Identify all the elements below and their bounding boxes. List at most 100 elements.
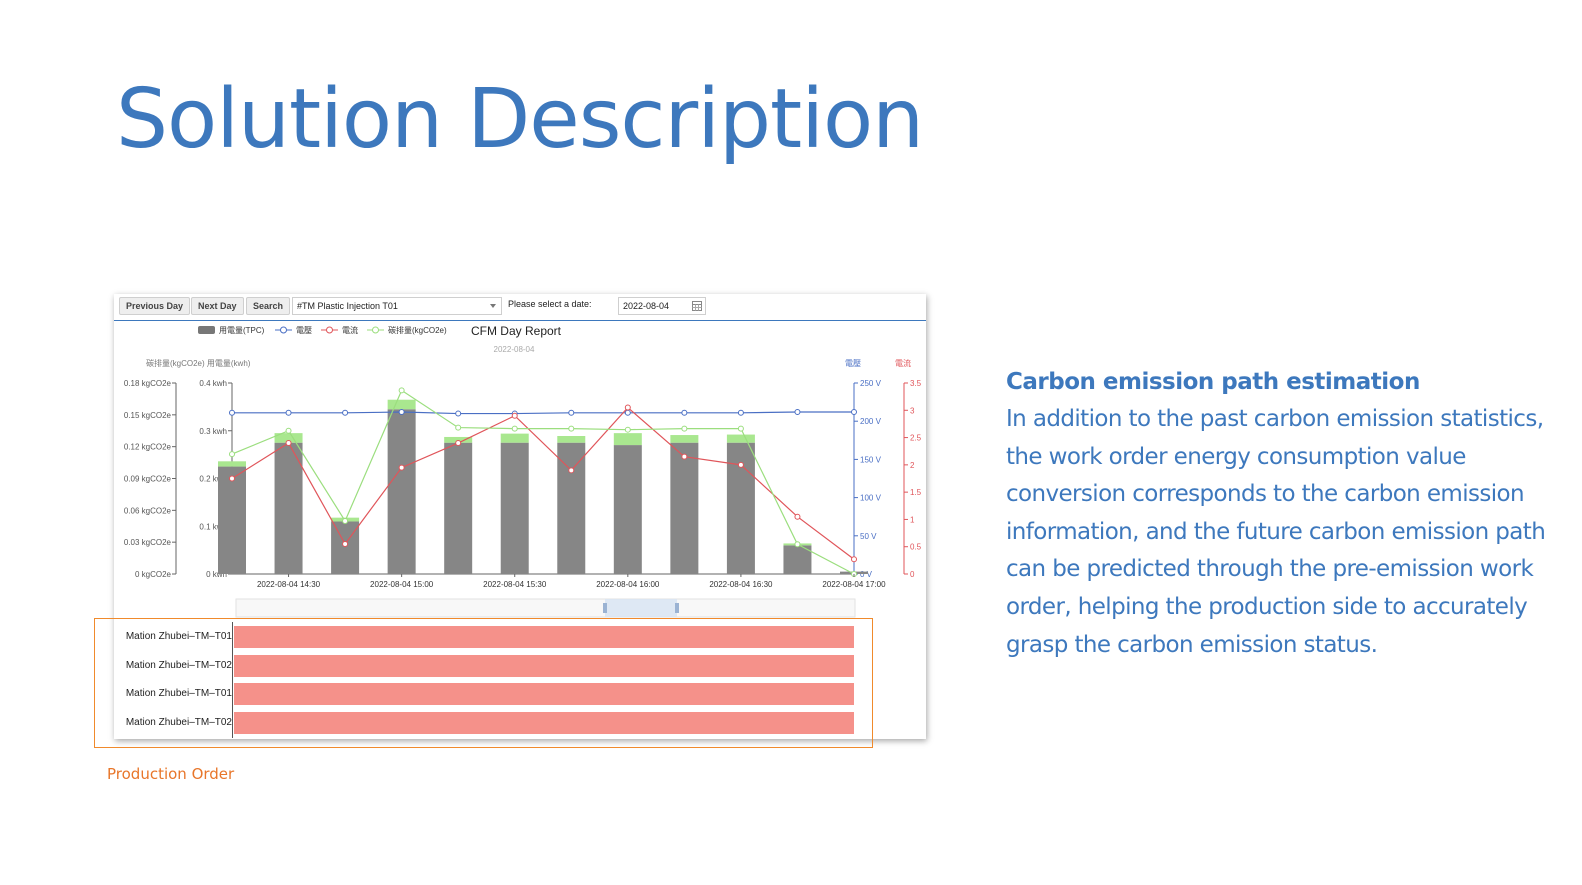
series-point-voltage <box>568 409 575 416</box>
carbon-bar-cap <box>444 436 473 443</box>
voltage-tick-label: 50 V <box>860 532 877 541</box>
energy-tick-label: 0.1 kwh <box>199 522 227 531</box>
energy-tick-label: 0 kwh <box>206 570 227 579</box>
current-tick-label: 0 <box>910 570 915 579</box>
legend-label-0: 用電量(TPC) <box>219 326 265 335</box>
series-point-carbon <box>285 427 292 434</box>
carbon-bar-cap <box>726 434 755 443</box>
series-point-current <box>455 440 462 447</box>
production-order-bar[interactable] <box>234 683 854 706</box>
series-point-carbon <box>511 425 518 432</box>
production-order-label: Mation Zhubei–TM–T02 <box>125 659 232 671</box>
series-point-carbon <box>342 517 349 524</box>
energy-tick-label: 0.2 kwh <box>199 475 227 484</box>
carbon-bar-cap <box>613 433 642 446</box>
app-screenshot: Previous Day Next Day Search #TM Plastic… <box>114 294 926 739</box>
series-line-current <box>231 406 855 560</box>
series-point-voltage <box>624 409 631 416</box>
voltage-tick-label: 250 V <box>860 379 882 388</box>
search-button[interactable]: Search <box>246 297 291 315</box>
current-tick-label: 1 <box>910 515 915 524</box>
current-tick-label: 2 <box>910 461 915 470</box>
series-point-current <box>398 464 405 471</box>
date-input[interactable]: 2022-08-04 <box>618 297 706 315</box>
series-point-carbon <box>398 387 405 394</box>
series-point-carbon <box>681 425 688 432</box>
voltage-tick-label: 0 V <box>860 570 873 579</box>
energy-bar <box>613 445 642 574</box>
machine-select[interactable]: #TM Plastic Injection T01 <box>292 297 502 315</box>
production-order-caption: Production Order <box>107 765 235 783</box>
calendar-icon[interactable] <box>692 301 702 311</box>
series-point-current <box>681 453 688 460</box>
left-axis-title: 碳排量(kgCO2e) 用電量(kwh) <box>146 358 251 368</box>
x-tick-label: 2022-08-04 17:00 <box>822 580 886 589</box>
chevron-down-icon <box>490 304 496 308</box>
series-point-carbon <box>794 541 801 548</box>
zoom-handle-right-icon <box>675 603 679 613</box>
energy-bar <box>444 442 473 574</box>
x-tick-label: 2022-08-04 15:30 <box>483 580 547 589</box>
series-point-current <box>229 475 235 482</box>
production-order-row[interactable]: Mation Zhubei–TM–T01 <box>114 683 854 706</box>
date-input-value: 2022-08-04 <box>623 301 670 311</box>
series-point-voltage <box>681 409 688 416</box>
carbon-bar-cap <box>557 436 586 443</box>
production-order-bar[interactable] <box>234 626 854 648</box>
description-heading: Carbon emission path estimation <box>1006 369 1420 395</box>
description-panel: Carbon emission path estimation In addit… <box>1006 363 1546 664</box>
legend-label-1: 電壓 <box>296 326 312 335</box>
carbon-bar-cap <box>218 461 246 467</box>
x-tick-label: 2022-08-04 16:30 <box>709 580 773 589</box>
next-day-button[interactable]: Next Day <box>191 297 244 315</box>
description-body: In addition to the past carbon emission … <box>1006 406 1546 658</box>
current-axis-title: 電流 <box>895 358 911 368</box>
series-point-carbon <box>568 425 575 432</box>
voltage-tick-label: 100 V <box>860 494 882 503</box>
series-point-current <box>737 461 744 468</box>
production-order-row[interactable]: Mation Zhubei–TM–T02 <box>114 712 854 735</box>
production-order-bar[interactable] <box>234 654 854 677</box>
series-point-current <box>794 513 801 520</box>
energy-bar <box>331 521 360 574</box>
x-tick-label: 2022-08-04 14:30 <box>257 580 321 589</box>
voltage-tick-label: 150 V <box>860 455 882 464</box>
energy-bar <box>783 545 812 574</box>
carbon-bar-cap <box>274 433 303 443</box>
current-tick-label: 3.5 <box>910 379 922 388</box>
series-point-carbon <box>455 424 462 431</box>
series-point-voltage <box>794 409 801 416</box>
production-order-row[interactable]: Mation Zhubei–TM–T02 <box>114 654 854 677</box>
carbon-tick-label: 0.12 kgCO2e <box>124 443 172 452</box>
series-point-voltage <box>737 409 744 416</box>
series-point-voltage <box>398 409 405 416</box>
carbon-tick-label: 0 kgCO2e <box>135 570 172 579</box>
production-order-label: Mation Zhubei–TM–T02 <box>125 717 232 729</box>
carbon-tick-label: 0.18 kgCO2e <box>124 379 172 388</box>
series-point-current <box>624 404 631 411</box>
current-tick-label: 0.5 <box>910 543 922 552</box>
current-tick-label: 1.5 <box>910 488 922 497</box>
current-tick-label: 2.5 <box>910 434 922 443</box>
energy-bar <box>387 409 416 574</box>
order-axis <box>232 622 233 738</box>
legend-marker-3 <box>372 326 379 334</box>
series-point-voltage <box>229 409 235 416</box>
carbon-bar-cap <box>670 435 699 443</box>
current-tick-label: 3 <box>910 406 915 415</box>
production-order-highlight <box>94 618 873 748</box>
voltage-tick-label: 200 V <box>860 417 882 426</box>
zoom-slider-window <box>605 599 677 617</box>
previous-day-button[interactable]: Previous Day <box>119 297 191 315</box>
production-order-row[interactable]: Mation Zhubei–TM–T01 <box>114 626 854 648</box>
date-label: Please select a date: <box>508 299 592 309</box>
series-point-current <box>342 540 349 547</box>
energy-tick-label: 0.3 kwh <box>199 427 227 436</box>
series-point-current <box>511 412 518 419</box>
production-order-bar[interactable] <box>234 712 854 735</box>
legend-marker-2 <box>326 326 333 334</box>
legend-label-3: 碳排量(kgCO2e) <box>388 325 447 335</box>
carbon-bar-cap <box>500 433 529 443</box>
carbon-tick-label: 0.06 kgCO2e <box>124 506 172 515</box>
zoom-slider-track <box>235 598 856 618</box>
